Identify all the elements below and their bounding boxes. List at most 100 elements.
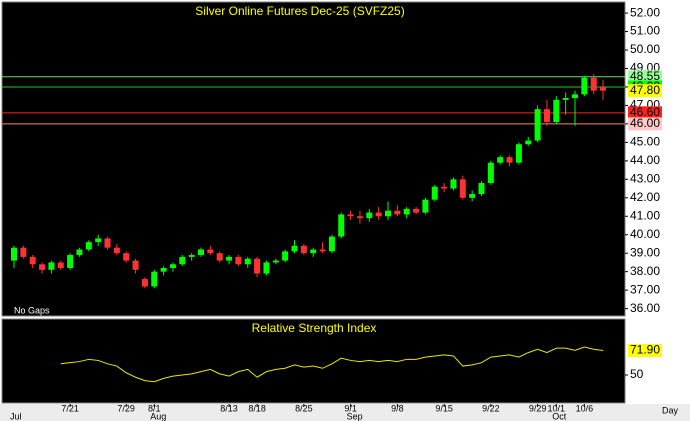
y-tick-label: 51.00: [630, 24, 660, 38]
candle-body: [328, 236, 335, 252]
candle-body: [198, 249, 204, 256]
candle-body: [441, 186, 448, 189]
x-tick-label: 9/15: [435, 403, 453, 413]
candle-body: [291, 245, 298, 252]
x-tick-label: 7/21: [61, 403, 79, 413]
x-tick-label: 9/22: [482, 403, 500, 413]
x-tick-label: 9/29: [529, 403, 547, 413]
candle-body: [338, 214, 345, 237]
candle-body: [263, 262, 270, 274]
candle-body: [179, 256, 186, 265]
candle-body: [375, 212, 382, 217]
y-tick-label: 41.00: [630, 208, 660, 222]
value-label-bg: [628, 343, 662, 357]
chart-title: Silver Online Futures Dec-25 (SVFZ25): [195, 4, 404, 18]
y-tick-label: 36.00: [630, 301, 660, 315]
candle-body: [104, 238, 111, 248]
candle-body: [300, 245, 307, 254]
y-tick-label: 44.00: [630, 153, 660, 167]
candle-body: [515, 144, 522, 163]
candle-body: [57, 262, 64, 268]
candle-body: [123, 253, 130, 261]
month-label: Jul: [10, 411, 22, 421]
month-label: Oct: [552, 411, 567, 421]
x-tick-label: 9/1: [344, 403, 357, 413]
candle-body: [235, 256, 242, 265]
candle-body: [85, 242, 92, 250]
candle-body: [216, 253, 223, 261]
y-tick-label: 50: [630, 367, 644, 381]
candle-body: [525, 140, 532, 145]
candle-body: [95, 238, 102, 243]
candle-body: [76, 249, 83, 256]
y-tick-label: 42.00: [630, 190, 660, 204]
y-tick-label: 39.00: [630, 245, 660, 259]
candle-body: [506, 157, 513, 163]
x-tick-label: 8/13: [220, 403, 238, 413]
candle-body: [562, 98, 569, 100]
level-label: 47.80: [630, 83, 660, 97]
level-label: 46.60: [630, 105, 660, 119]
candle-body: [581, 77, 588, 95]
level-label-bg: [628, 106, 662, 120]
price-panel: [1, 1, 626, 317]
candle-body: [356, 216, 363, 219]
candle-body: [487, 162, 494, 184]
candle-body: [534, 109, 541, 141]
x-tick-label: 7/29: [117, 403, 135, 413]
candle-body: [394, 210, 401, 215]
candle-body: [20, 247, 27, 257]
x-unit: Day: [662, 405, 679, 415]
x-tick-label: 8/18: [248, 403, 266, 413]
candle-body: [478, 183, 485, 195]
candle-body: [572, 94, 578, 99]
rsi-title: Relative Strength Index: [252, 321, 377, 335]
candle-body: [497, 157, 504, 163]
month-label: Aug: [150, 411, 166, 421]
y-tick-label: 50.00: [630, 42, 660, 56]
candle-body: [282, 251, 289, 261]
candle-body: [11, 247, 17, 261]
candle-body: [141, 279, 148, 287]
y-tick-label: 45.00: [630, 135, 660, 149]
candle-body: [600, 86, 607, 91]
candle-body: [188, 255, 195, 257]
candle-body: [39, 264, 46, 270]
candle-body: [310, 249, 317, 254]
candle-body: [469, 194, 476, 198]
note: No Gaps: [14, 305, 50, 315]
candle-body: [422, 199, 429, 213]
candle-body: [169, 264, 176, 268]
y-tick-label: 40.00: [630, 227, 660, 241]
candle-body: [553, 99, 560, 123]
value-label: 71.90: [630, 343, 660, 357]
x-tick-label: 10/6: [576, 403, 594, 413]
rsi-line: [60, 346, 604, 383]
level-label-bg: [628, 70, 662, 84]
rsi-panel: [1, 318, 626, 404]
level-label-bg: [628, 84, 662, 98]
candle-body: [254, 258, 261, 274]
candle-body: [543, 109, 550, 123]
candle-body: [272, 260, 279, 263]
x-tick-label: 10/1: [548, 403, 566, 413]
candle-body: [385, 210, 391, 217]
candle-body: [431, 186, 438, 200]
candle-body: [160, 267, 167, 272]
y-tick-label: 37.00: [630, 282, 660, 296]
date-axis: [0, 404, 690, 421]
x-tick-label: 8/25: [295, 403, 313, 413]
candle-body: [366, 212, 373, 219]
month-label: Sep: [347, 411, 363, 421]
candle-body: [151, 271, 158, 287]
x-tick-label: 8/1: [148, 403, 161, 413]
candle-body: [413, 208, 420, 213]
y-tick-label: 52.00: [630, 5, 660, 19]
candle-body: [403, 208, 410, 215]
candle-body: [244, 258, 251, 265]
x-tick-label: 9/8: [391, 403, 404, 413]
candle-body: [113, 247, 120, 254]
candle-body: [207, 249, 214, 254]
